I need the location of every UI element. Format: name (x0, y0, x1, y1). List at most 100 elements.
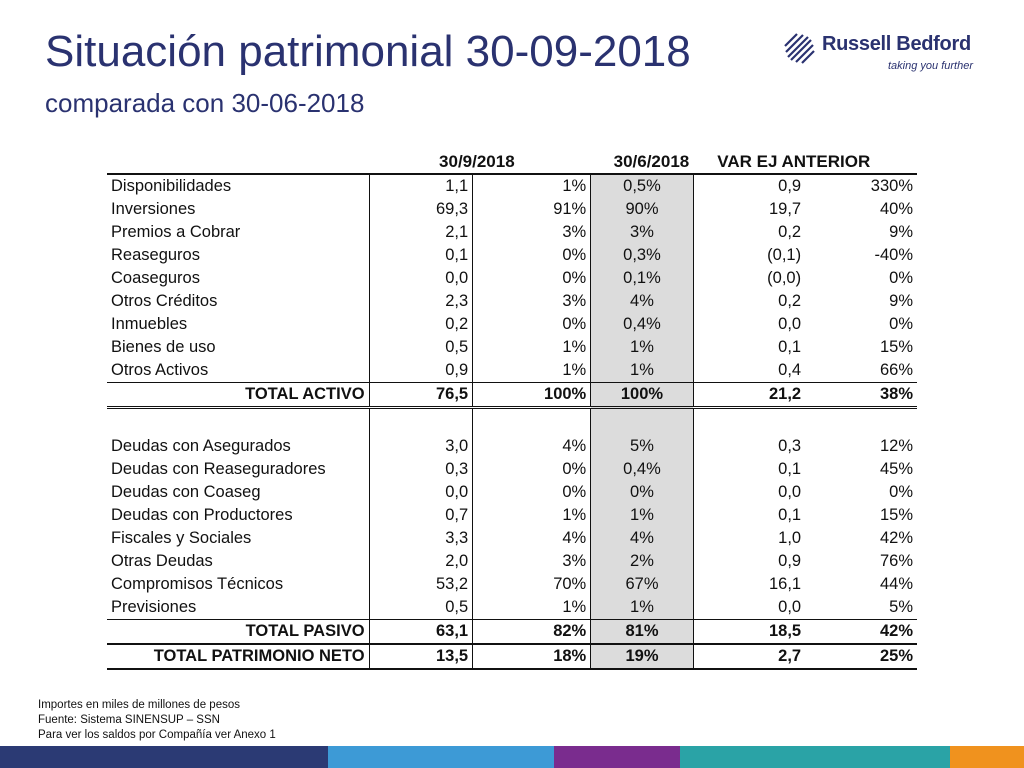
header-date-current: 30/9/2018 (369, 150, 591, 175)
table-row: Otros Créditos 2,3 3% 4% 0,2 9% (107, 290, 917, 313)
footer-bar-blue (328, 746, 554, 768)
cell-label: Deudas con Reaseguradores (107, 458, 370, 481)
cell-label: Otros Activos (107, 359, 370, 383)
cell-var: 0,1 (778, 338, 802, 356)
table-row: Otros Activos 0,9 1% 1% 0,4 66% (107, 359, 917, 383)
cell-p1: 1% (562, 506, 587, 524)
cell-p2: 1% (590, 359, 694, 383)
table-row: Bienes de uso 0,5 1% 1% 0,1 15% (107, 336, 917, 359)
cell-pv: 66% (879, 361, 913, 379)
header-date-previous: 30/6/2018 (590, 150, 694, 175)
spacer-row (107, 407, 917, 436)
cell-v: 69,3 (369, 198, 474, 221)
cell-v: 0,0 (369, 481, 474, 504)
cell-pv: 0% (889, 483, 913, 501)
page-subtitle: comparada con 30-06-2018 (45, 88, 365, 118)
table-row: Coaseguros 0,0 0% 0,1% (0,0) 0% (107, 267, 917, 290)
cell-var: 0,0 (778, 315, 802, 333)
globe-logo-icon (784, 33, 815, 64)
logo-tagline: taking you further (888, 60, 973, 72)
cell-p2: 0,1% (590, 267, 694, 290)
cell-p2: 1% (590, 336, 694, 359)
cell-pv: 9% (889, 292, 913, 310)
cell-label: Inmuebles (107, 313, 370, 336)
cell-v: 0,5 (369, 336, 474, 359)
cell-p2: 0,3% (590, 244, 694, 267)
cell-p2: 0,4% (590, 458, 694, 481)
table-row: Compromisos Técnicos 53,2 70% 67% 16,1 44% (107, 573, 917, 596)
footer-bar-purple (554, 746, 680, 768)
table-row: Deudas con Productores 0,7 1% 1% 0,1 15% (107, 504, 917, 527)
cell-label: Inversiones (107, 198, 370, 221)
cell-label: Deudas con Coaseg (107, 481, 370, 504)
cell-p2: 0% (590, 481, 694, 504)
logo-name: Russell Bedford (822, 33, 971, 55)
cell-pv: 42% (879, 529, 913, 547)
cell-p1: 18% (472, 643, 591, 670)
cell-pv: 15% (879, 506, 913, 524)
cell-label: Previsiones (107, 596, 370, 620)
cell-label: Deudas con Asegurados (107, 435, 370, 458)
table-row: Deudas con Asegurados 3,0 4% 5% 0,3 12% (107, 435, 917, 458)
cell-p2: 0,4% (590, 313, 694, 336)
table-row: Deudas con Coaseg 0,0 0% 0% 0,0 0% (107, 481, 917, 504)
spacer-cell (693, 408, 805, 436)
cell-v: 0,0 (369, 267, 474, 290)
cell-var: 0,2 (778, 223, 802, 241)
cell-v: 0,9 (369, 359, 474, 383)
cell-var: 18,5 (693, 619, 806, 645)
header-blank (107, 150, 370, 175)
cell-v: 13,5 (369, 643, 474, 670)
cell-label: Disponibilidades (107, 174, 370, 198)
table-row: Otras Deudas 2,0 3% 2% 0,9 76% (107, 550, 917, 573)
table-header-row: 30/9/2018 30/6/2018 VAR EJ ANTERIOR (107, 150, 917, 175)
cell-var: 1,0 (778, 529, 802, 547)
footer-bar-navy (0, 746, 328, 768)
cell-v: 2,1 (369, 221, 474, 244)
cell-pv: 25% (805, 643, 917, 670)
cell-p1: 0% (562, 315, 587, 333)
table-row: Disponibilidades 1,1 1% 0,5% 0,9 330% (107, 174, 917, 198)
total-pasivo-row: TOTAL PASIVO 63,1 82% 81% 18,5 42% (107, 619, 917, 645)
company-logo: Russell Bedford taking you further (782, 31, 982, 81)
balance-table: 30/9/2018 30/6/2018 VAR EJ ANTERIOR Disp… (107, 150, 917, 670)
cell-label: TOTAL PASIVO (107, 619, 370, 645)
spacer-cell (590, 407, 694, 435)
cell-v: 0,3 (369, 458, 474, 481)
cell-pv: 45% (879, 460, 913, 478)
cell-label: TOTAL PATRIMONIO NETO (107, 643, 370, 670)
cell-p1: 0% (562, 246, 587, 264)
cell-p1: 1% (562, 177, 587, 195)
cell-p1: 0% (562, 483, 587, 501)
spacer-cell (805, 408, 917, 436)
cell-p2: 4% (590, 527, 694, 550)
cell-p1: 1% (562, 598, 587, 616)
cell-v: 3,0 (369, 435, 474, 458)
footnote-units: Importes en miles de millones de pesos (38, 699, 240, 711)
cell-pv: 0% (889, 315, 913, 333)
cell-p2: 100% (590, 382, 694, 409)
cell-p2: 19% (590, 643, 694, 670)
cell-v: 0,7 (369, 504, 474, 527)
cell-label: Fiscales y Sociales (107, 527, 370, 550)
cell-v: 3,3 (369, 527, 474, 550)
cell-var: 2,7 (693, 643, 806, 670)
cell-v: 53,2 (369, 573, 474, 596)
table-row: Premios a Cobrar 2,1 3% 3% 0,2 9% (107, 221, 917, 244)
footnotes: Importes en miles de millones de pesos F… (38, 698, 276, 743)
cell-pv: 12% (879, 437, 913, 455)
cell-pv: 44% (879, 575, 913, 593)
cell-p1: 3% (562, 292, 587, 310)
cell-p2: 4% (590, 290, 694, 313)
cell-p2: 90% (590, 198, 694, 221)
cell-p2: 3% (590, 221, 694, 244)
cell-pv: -40% (874, 246, 913, 264)
cell-var: 19,7 (768, 200, 802, 218)
cell-p2: 0,5% (590, 174, 694, 198)
table-body: Disponibilidades 1,1 1% 0,5% 0,9 330% Inversio… (107, 174, 917, 670)
cell-var: 16,1 (768, 575, 802, 593)
cell-var: 21,2 (693, 382, 806, 409)
cell-pv: 38% (805, 382, 917, 409)
cell-p1: 0% (562, 269, 587, 287)
cell-var: 0,0 (778, 598, 802, 616)
